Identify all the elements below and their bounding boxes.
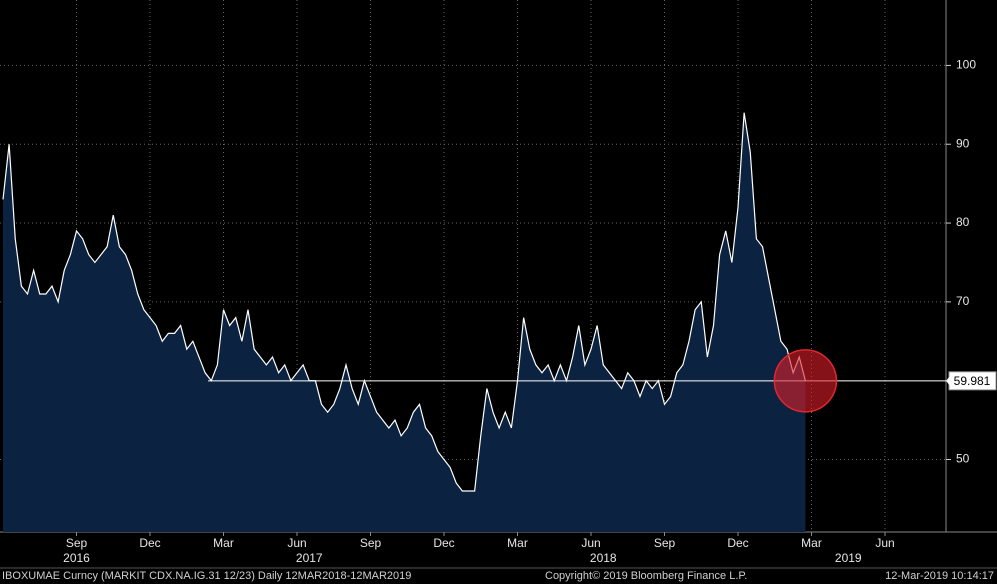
- y-tick-label: 100: [956, 58, 976, 72]
- x-tick-label: Jun: [287, 536, 306, 550]
- copyright: Copyright© 2019 Bloomberg Finance L.P.: [545, 570, 747, 582]
- area: [3, 112, 806, 532]
- year-label: 2016: [63, 551, 90, 565]
- y-tick-label: 80: [956, 215, 970, 229]
- x-tick-label: Mar: [507, 536, 528, 550]
- timestamp: 12-Mar-2019 10:14:17: [885, 570, 994, 582]
- x-tick-label: Sep: [66, 536, 88, 550]
- x-tick-label: Jun: [581, 536, 600, 550]
- y-tick-label: 70: [956, 294, 970, 308]
- x-tick-label: Dec: [433, 536, 454, 550]
- x-tick-label: Mar: [213, 536, 234, 550]
- x-tick-label: Jun: [875, 536, 894, 550]
- year-label: 2017: [296, 551, 323, 565]
- y-tick-label: 50: [956, 452, 970, 466]
- x-tick-label: Mar: [801, 536, 822, 550]
- line: [2, 112, 806, 492]
- x-tick-label: Sep: [654, 536, 676, 550]
- last-value-pointer: [946, 375, 950, 386]
- highlight-circle: [773, 349, 838, 413]
- x-tick-label: Dec: [727, 536, 748, 550]
- year-label: 2018: [590, 551, 617, 565]
- y-tick-label: 90: [956, 136, 970, 150]
- x-tick-label: Dec: [139, 536, 160, 550]
- x-tick-label: Sep: [360, 536, 382, 550]
- ticker: IBOXUMAE Curncy (MARKIT CDX.NA.IG.31 12/…: [2, 570, 411, 582]
- year-label: 2019: [835, 551, 862, 565]
- last-value-label: 59.981: [954, 374, 991, 388]
